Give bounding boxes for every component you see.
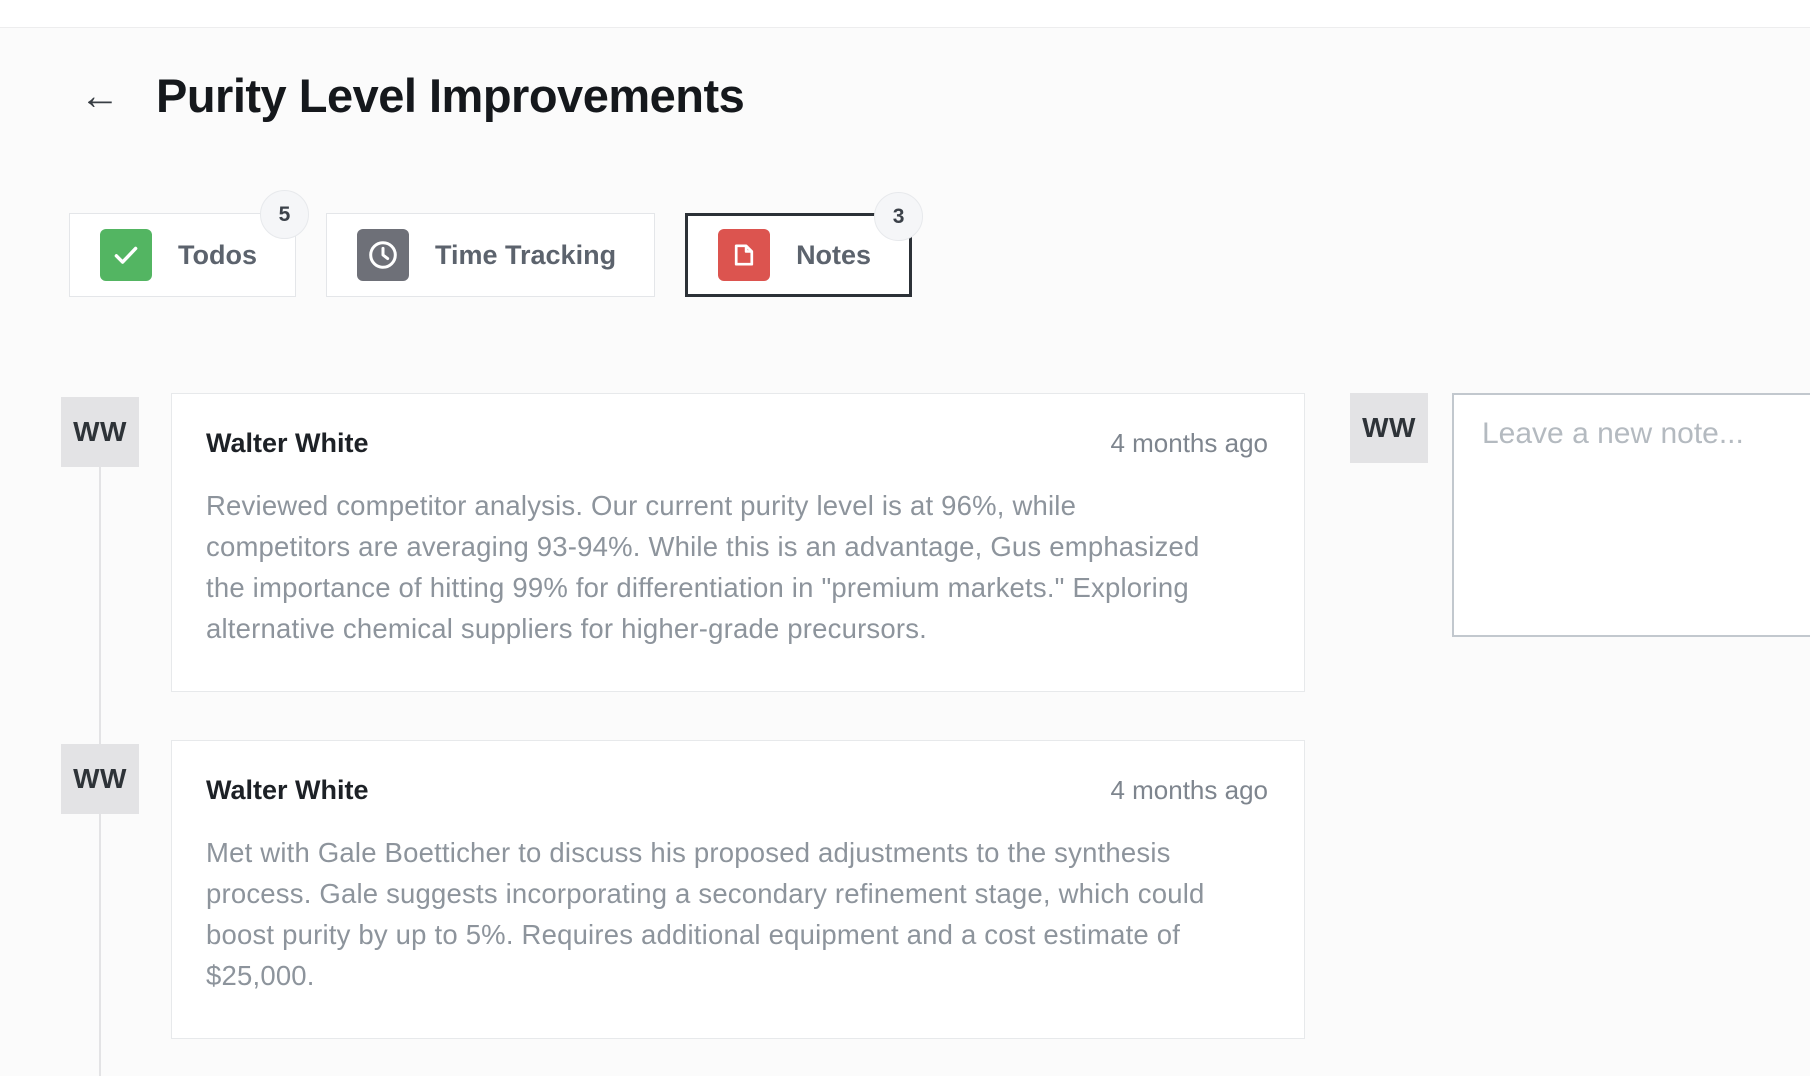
back-button[interactable]: ← <box>80 73 120 118</box>
tab-time-tracking-label: Time Tracking <box>434 239 617 270</box>
page-title: Purity Level Improvements <box>156 69 745 122</box>
tab-notes-label: Notes <box>796 239 872 270</box>
top-divider <box>0 0 1810 28</box>
clock-icon <box>356 229 409 281</box>
check-icon <box>100 229 152 281</box>
note-header: Walter White 4 months ago <box>206 428 1268 459</box>
avatar: WW <box>61 397 139 467</box>
note-author: Walter White <box>206 775 369 805</box>
tab-bar: Todos 5 Time Tracking Notes 3 <box>69 190 1810 297</box>
note-row: WW Walter White 4 months ago Met with Ga… <box>61 740 1305 1039</box>
tab-notes-badge: 3 <box>874 192 924 241</box>
note-timestamp: 4 months ago <box>1110 775 1268 805</box>
note-header: Walter White 4 months ago <box>206 775 1268 806</box>
note-row: WW Walter White 4 months ago Reviewed co… <box>61 393 1305 692</box>
new-note-input[interactable] <box>1452 393 1810 637</box>
tab-time-tracking[interactable]: Time Tracking <box>325 213 656 297</box>
note-author: Walter White <box>206 428 369 458</box>
avatar: WW <box>1350 393 1428 463</box>
tab-notes[interactable]: Notes 3 <box>685 192 924 297</box>
document-icon <box>718 229 771 281</box>
note-body: Met with Gale Boetticher to discuss his … <box>206 837 1205 991</box>
note-card: Walter White 4 months ago Met with Gale … <box>171 740 1305 1039</box>
note-card: Walter White 4 months ago Reviewed compe… <box>171 393 1305 692</box>
tab-todos[interactable]: Todos 5 <box>69 190 309 297</box>
note-timestamp: 4 months ago <box>1110 428 1268 458</box>
page-header: ← Purity Level Improvements <box>0 68 1810 123</box>
avatar: WW <box>61 744 139 814</box>
note-body: Reviewed competitor analysis. Our curren… <box>206 490 1200 644</box>
notes-content: WW Walter White 4 months ago Reviewed co… <box>61 393 1810 1076</box>
tab-todos-badge: 5 <box>259 190 309 239</box>
notes-list: WW Walter White 4 months ago Reviewed co… <box>61 393 1305 1076</box>
tab-todos-label: Todos <box>178 239 257 270</box>
new-note-section: WW <box>1350 393 1810 637</box>
